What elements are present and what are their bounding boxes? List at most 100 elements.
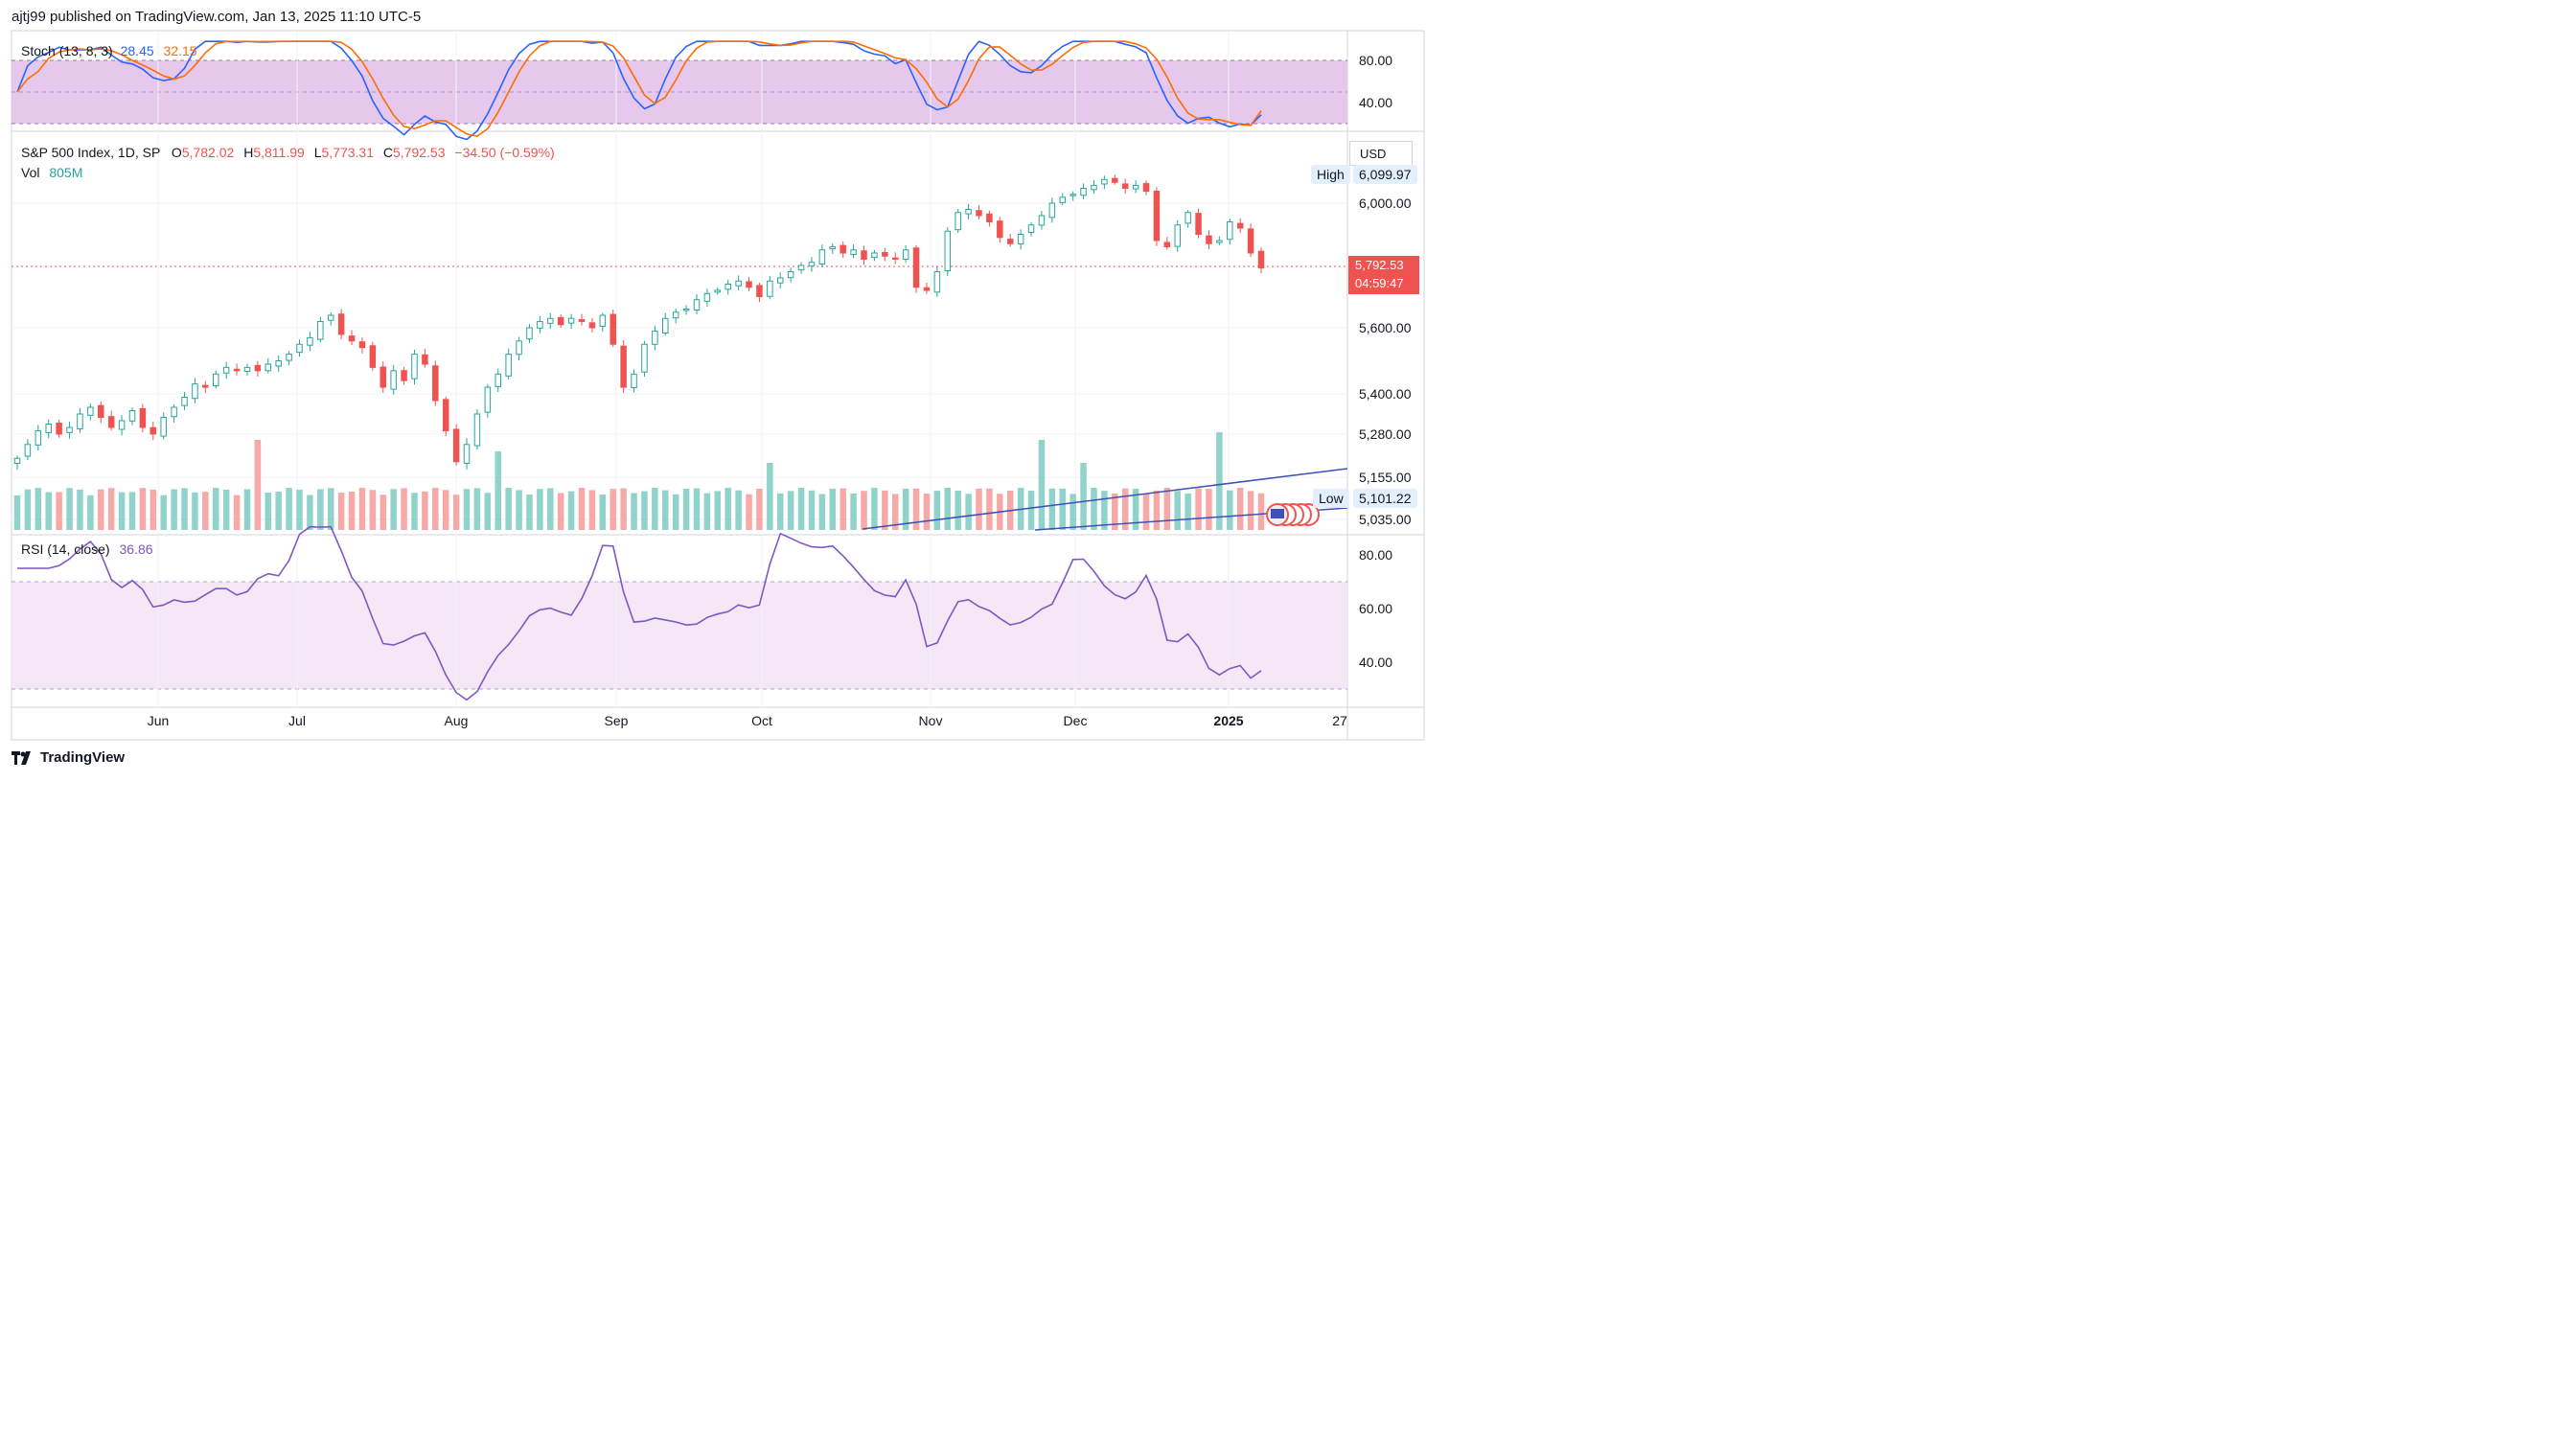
candle-body[interactable]: [631, 373, 637, 389]
candle-body[interactable]: [1163, 242, 1171, 248]
tradingview-logo[interactable]: TradingView: [12, 749, 125, 766]
candle-body[interactable]: [34, 430, 42, 446]
candle-body[interactable]: [620, 345, 627, 388]
candle-body[interactable]: [243, 366, 251, 372]
candle-body[interactable]: [923, 287, 931, 291]
candle-body[interactable]: [735, 280, 742, 287]
candle-body[interactable]: [693, 299, 701, 311]
candle-body[interactable]: [1070, 194, 1076, 196]
candle-body[interactable]: [432, 365, 439, 402]
candle-body[interactable]: [494, 373, 501, 387]
candle-body[interactable]: [212, 373, 219, 386]
candle-body[interactable]: [1006, 239, 1014, 244]
candle-body[interactable]: [202, 384, 209, 388]
candle-body[interactable]: [997, 220, 1003, 239]
candle-body[interactable]: [578, 318, 586, 323]
candle-body[interactable]: [1059, 196, 1067, 203]
candle-body[interactable]: [358, 341, 366, 349]
candle-body[interactable]: [1048, 202, 1056, 218]
candle-body[interactable]: [767, 280, 773, 297]
candle-body[interactable]: [797, 264, 805, 271]
candle-body[interactable]: [1206, 235, 1212, 244]
candle-body[interactable]: [181, 397, 188, 406]
candle-body[interactable]: [369, 345, 377, 368]
candle-body[interactable]: [1174, 224, 1181, 247]
candle-body[interactable]: [714, 289, 722, 293]
candle-body[interactable]: [787, 271, 794, 279]
candle-body[interactable]: [463, 444, 471, 464]
candle-body[interactable]: [882, 251, 888, 257]
symbol-legend[interactable]: S&P 500 Index, 1D, SP O5,782.02 H5,811.9…: [21, 145, 555, 160]
candle-body[interactable]: [286, 354, 292, 361]
candle-body[interactable]: [327, 314, 334, 321]
candle-body[interactable]: [1216, 240, 1223, 243]
candle-body[interactable]: [965, 209, 972, 215]
candle-body[interactable]: [1091, 184, 1097, 191]
candle-body[interactable]: [1195, 213, 1202, 235]
candle-body[interactable]: [818, 249, 826, 264]
candle-body[interactable]: [1121, 183, 1129, 189]
candle-body[interactable]: [222, 366, 230, 374]
candle-body[interactable]: [588, 322, 596, 329]
candle-body[interactable]: [746, 281, 752, 288]
candle-body[interactable]: [599, 314, 607, 327]
candle-body[interactable]: [77, 413, 83, 429]
candle-body[interactable]: [672, 311, 679, 319]
candle-body[interactable]: [547, 317, 554, 324]
candle-body[interactable]: [1227, 221, 1233, 241]
candle-body[interactable]: [422, 354, 428, 365]
candle-body[interactable]: [1236, 222, 1244, 229]
us-flag-events-icon[interactable]: [1266, 503, 1320, 526]
candle-body[interactable]: [986, 213, 993, 222]
candle-body[interactable]: [933, 271, 941, 293]
candle-body[interactable]: [1080, 187, 1087, 196]
candle-body[interactable]: [56, 422, 62, 435]
candle-body[interactable]: [107, 416, 115, 428]
candle-body[interactable]: [1247, 228, 1254, 254]
candle-body[interactable]: [1027, 224, 1035, 234]
candle-body[interactable]: [1017, 234, 1024, 245]
candle-body[interactable]: [777, 277, 784, 284]
candle-body[interactable]: [891, 257, 899, 260]
candle-body[interactable]: [66, 426, 73, 433]
candle-body[interactable]: [128, 410, 136, 422]
currency-selector[interactable]: USD: [1349, 141, 1413, 166]
candle-body[interactable]: [505, 354, 512, 377]
candle-body[interactable]: [652, 330, 658, 345]
candle-body[interactable]: [1257, 250, 1265, 269]
candle-body[interactable]: [254, 364, 262, 372]
candle-body[interactable]: [1153, 190, 1161, 242]
candle-body[interactable]: [526, 327, 533, 340]
candle-body[interactable]: [348, 335, 356, 342]
candle-body[interactable]: [1101, 178, 1108, 185]
candle-body[interactable]: [537, 321, 543, 329]
candle-body[interactable]: [641, 343, 648, 373]
candle-body[interactable]: [944, 230, 952, 272]
candle-body[interactable]: [850, 249, 857, 256]
candle-body[interactable]: [171, 406, 177, 418]
candle-body[interactable]: [861, 250, 867, 261]
candle-body[interactable]: [1112, 177, 1118, 183]
candle-body[interactable]: [390, 370, 397, 390]
candle-body[interactable]: [264, 363, 272, 372]
candle-body[interactable]: [840, 244, 846, 254]
candle-body[interactable]: [24, 444, 32, 457]
candle-body[interactable]: [1132, 184, 1139, 190]
chart-canvas[interactable]: 6,000.00 5,600.00 5,400.00 5,280.00 5,155.00…: [0, 0, 1438, 748]
candle-body[interactable]: [1038, 215, 1046, 226]
candle-body[interactable]: [98, 404, 104, 419]
rsi-legend[interactable]: RSI (14, close) 36.86: [21, 541, 153, 557]
trendline-upper[interactable]: [862, 468, 1348, 530]
candle-body[interactable]: [233, 368, 241, 372]
candle-body[interactable]: [808, 262, 816, 267]
candle-body[interactable]: [317, 321, 324, 340]
candle-body[interactable]: [484, 386, 492, 413]
candle-body[interactable]: [275, 360, 282, 367]
candle-body[interactable]: [871, 252, 878, 259]
candle-body[interactable]: [160, 417, 167, 437]
candle-body[interactable]: [567, 317, 575, 324]
candle-body[interactable]: [954, 212, 961, 231]
candle-body[interactable]: [337, 313, 345, 335]
candle-body[interactable]: [150, 426, 157, 435]
volume-legend[interactable]: Vol 805M: [21, 165, 82, 180]
